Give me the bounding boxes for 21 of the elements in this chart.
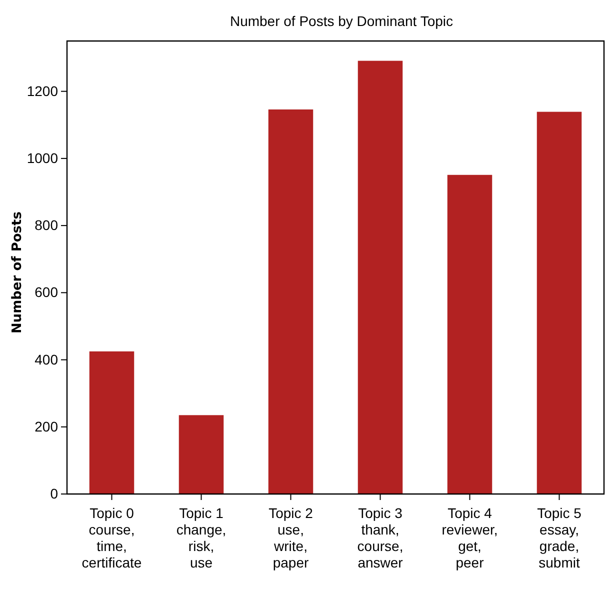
x-tick-label: Topic 1 change, risk, use xyxy=(176,504,226,570)
chart-title: Number of Posts by Dominant Topic xyxy=(230,13,454,29)
bar xyxy=(447,174,492,494)
y-axis-title: Number of Posts xyxy=(10,211,25,334)
bar xyxy=(178,415,224,494)
bar xyxy=(268,109,314,494)
y-tick-label: 200 xyxy=(34,418,58,434)
y-tick-label: 600 xyxy=(34,284,58,300)
y-tick-label: 400 xyxy=(34,351,58,368)
x-tick-label: Topic 0 course, time, certificate xyxy=(82,504,142,570)
y-tick-label: 800 xyxy=(34,217,58,234)
x-tick-label: Topic 3 thank, course, answer xyxy=(357,504,404,570)
bar xyxy=(358,60,403,494)
y-tick-label: 1200 xyxy=(26,82,58,99)
x-tick-label: Topic 5 essay, grade, submit xyxy=(537,504,582,570)
bar xyxy=(536,112,582,494)
y-tick-label: 1000 xyxy=(26,150,58,166)
x-tick-label: Topic 2 use, write, paper xyxy=(268,504,314,570)
x-tick-label: Topic 4 reviewer, get, peer xyxy=(442,504,498,570)
bar xyxy=(89,351,134,494)
y-tick-label: 0 xyxy=(50,485,58,502)
